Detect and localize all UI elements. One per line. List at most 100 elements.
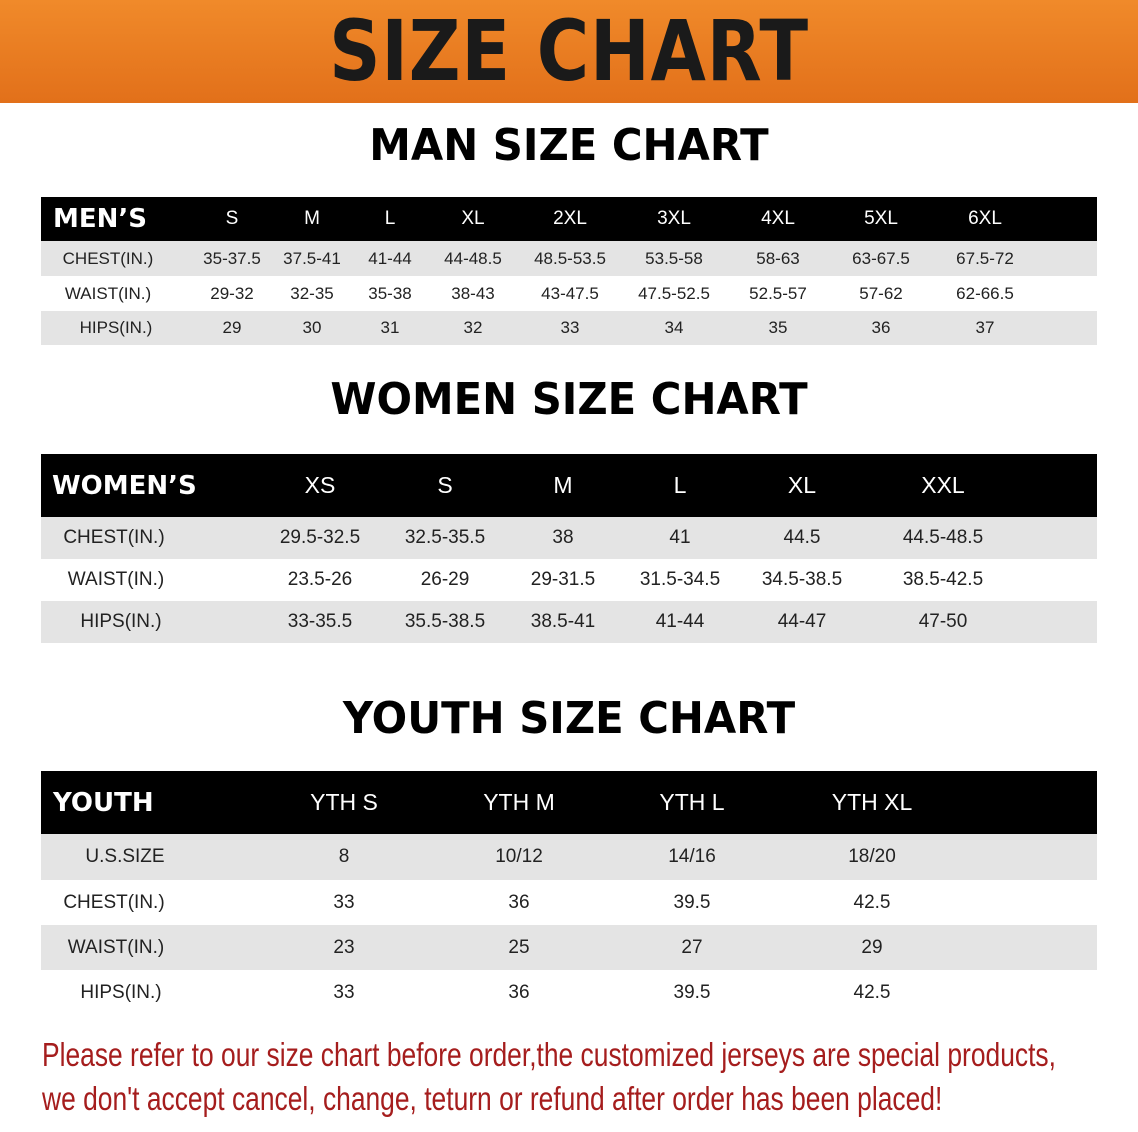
size-value-cell: 47.5-52.5: [638, 283, 710, 303]
size-value-cell: 39.5: [673, 981, 711, 1003]
size-header-cell: XXL: [921, 472, 965, 498]
size-value-cell: 18/20: [848, 846, 896, 867]
measurement-label: HIPS(IN.): [80, 981, 162, 1003]
size-value-cell: 26-29: [420, 569, 470, 590]
measurement-label: WAIST(IN.): [67, 936, 165, 958]
youth-row-waist: WAIST(IN.) 23 25 27 29: [41, 925, 1097, 970]
size-value-cell: 38.5-41: [530, 611, 596, 632]
size-value-cell: 44-47: [777, 611, 827, 632]
size-value-cell: 44-48.5: [444, 248, 502, 268]
size-value-cell: 23: [333, 936, 355, 958]
size-header-cell: 6XL: [968, 208, 1002, 229]
size-value-cell: 36: [871, 318, 891, 337]
size-value-cell: 58-63: [756, 248, 800, 268]
size-value-cell: 35-37.5: [203, 248, 261, 268]
women-size-table: WOMEN’S XS S M L XL XXL CHEST(IN.) 29.5-32.5 32.5…: [41, 454, 1097, 643]
size-header-cell: XL: [787, 472, 817, 498]
women-row-chest: CHEST(IN.) 29.5-32.5 32.5-35.5 38 41 44.5 44.5…: [41, 517, 1097, 559]
size-value-cell: 38-43: [451, 283, 495, 303]
men-size-table: MEN’S S M L XL 2XL 3XL 4XL 5XL 6XL CHEST(IN.) 35-37…: [41, 197, 1097, 345]
size-value-cell: 44.5-48.5: [902, 527, 984, 548]
size-value-cell: 36: [508, 891, 530, 913]
size-value-cell: 43-47.5: [541, 283, 599, 303]
size-value-cell: 38.5-42.5: [902, 569, 984, 590]
men-header-label: MEN’S: [53, 204, 147, 234]
size-value-cell: 33-35.5: [287, 611, 353, 632]
size-value-cell: 14/16: [668, 846, 716, 867]
youth-section-title: YOUTH SIZE CHART: [342, 693, 796, 744]
measurement-label: WAIST(IN.): [67, 569, 165, 590]
size-value-cell: 33: [560, 318, 580, 337]
men-row-hips: HIPS(IN.) 29 30 31 32 33 34 35 36 37: [41, 311, 1097, 345]
women-header-label: WOMEN’S: [52, 470, 197, 501]
size-value-cell: 63-67.5: [852, 248, 910, 268]
size-value-cell: 32-35: [290, 283, 334, 303]
size-header-cell: 3XL: [657, 208, 691, 229]
size-value-cell: 33: [333, 981, 355, 1003]
measurement-label: HIPS(IN.): [79, 318, 153, 337]
size-value-cell: 31.5-34.5: [639, 569, 721, 590]
women-row-hips: HIPS(IN.) 33-35.5 35.5-38.5 38.5-41 41-44 44-…: [41, 601, 1097, 643]
youth-size-table: YOUTH YTH S YTH M YTH L YTH XL U.S.SIZE 8 10/12…: [41, 771, 1097, 1015]
size-header-cell: 4XL: [761, 208, 795, 229]
size-value-cell: 25: [508, 936, 530, 958]
size-value-cell: 42.5: [853, 981, 891, 1003]
size-value-cell: 37.5-41: [283, 248, 341, 268]
size-header-cell: YTH XL: [831, 789, 913, 815]
size-value-cell: 53.5-58: [645, 248, 703, 268]
size-value-cell: 34: [664, 318, 684, 337]
policy-note-line-1: Please refer to our size chart before or…: [42, 1036, 1056, 1073]
size-value-cell: 35.5-38.5: [404, 611, 486, 632]
size-value-cell: 62-66.5: [956, 283, 1014, 303]
women-header-row: WOMEN’S XS S M L XL XXL: [41, 454, 1097, 517]
size-value-cell: 39.5: [673, 891, 711, 913]
men-header-row: MEN’S S M L XL 2XL 3XL 4XL 5XL 6XL: [41, 197, 1097, 241]
men-row-waist: WAIST(IN.) 29-32 32-35 35-38 38-43 43-47.5 47.…: [41, 276, 1097, 311]
size-value-cell: 42.5: [853, 891, 891, 913]
size-value-cell: 37: [975, 318, 995, 337]
size-value-cell: 33: [333, 891, 355, 913]
size-value-cell: 57-62: [859, 283, 903, 303]
size-header-cell: 5XL: [864, 208, 898, 229]
size-value-cell: 10/12: [495, 846, 543, 867]
measurement-label: CHEST(IN.): [62, 248, 154, 268]
size-header-cell: YTH S: [310, 789, 378, 815]
size-value-cell: 35-38: [368, 283, 412, 303]
size-value-cell: 41-44: [368, 248, 412, 268]
size-value-cell: 41: [669, 527, 691, 548]
size-header-cell: YTH M: [483, 789, 555, 815]
size-header-cell: L: [673, 472, 687, 498]
size-value-cell: 48.5-53.5: [534, 248, 606, 268]
size-value-cell: 31: [380, 318, 400, 337]
measurement-label: U.S.SIZE: [85, 846, 165, 867]
size-value-cell: 23.5-26: [287, 569, 353, 590]
size-header-cell: L: [384, 208, 396, 229]
size-value-cell: 29-31.5: [530, 569, 596, 590]
size-header-cell: S: [437, 472, 453, 498]
title-banner: SIZE CHART: [0, 0, 1138, 103]
size-value-cell: 32: [463, 318, 483, 337]
size-header-cell: M: [553, 472, 573, 498]
measurement-label: WAIST(IN.): [64, 283, 152, 303]
size-value-cell: 29.5-32.5: [279, 527, 361, 548]
size-value-cell: 34.5-38.5: [761, 569, 843, 590]
women-row-waist: WAIST(IN.) 23.5-26 26-29 29-31.5 31.5-34.5 34…: [41, 559, 1097, 601]
size-value-cell: 35: [768, 318, 788, 337]
size-header-cell: S: [225, 208, 239, 229]
youth-row-chest: CHEST(IN.) 33 36 39.5 42.5: [41, 880, 1097, 925]
size-header-cell: 2XL: [553, 208, 587, 229]
size-header-cell: XS: [304, 472, 336, 498]
size-header-cell: XL: [461, 208, 485, 229]
size-value-cell: 47-50: [918, 611, 968, 632]
women-section-title: WOMEN SIZE CHART: [330, 374, 808, 425]
policy-note-line-2: we don't accept cancel, change, teturn o…: [42, 1080, 943, 1117]
measurement-label: CHEST(IN.): [63, 527, 165, 548]
page-title: SIZE CHART: [329, 2, 809, 100]
size-value-cell: 44.5: [783, 527, 821, 548]
youth-header-label: YOUTH: [53, 787, 154, 818]
measurement-label: CHEST(IN.): [63, 891, 165, 913]
size-value-cell: 29: [861, 936, 883, 958]
men-row-chest: CHEST(IN.) 35-37.5 37.5-41 41-44 44-48.5 48.5…: [41, 241, 1097, 276]
youth-row-hips: HIPS(IN.) 33 36 39.5 42.5: [41, 970, 1097, 1015]
size-value-cell: 27: [681, 936, 703, 958]
